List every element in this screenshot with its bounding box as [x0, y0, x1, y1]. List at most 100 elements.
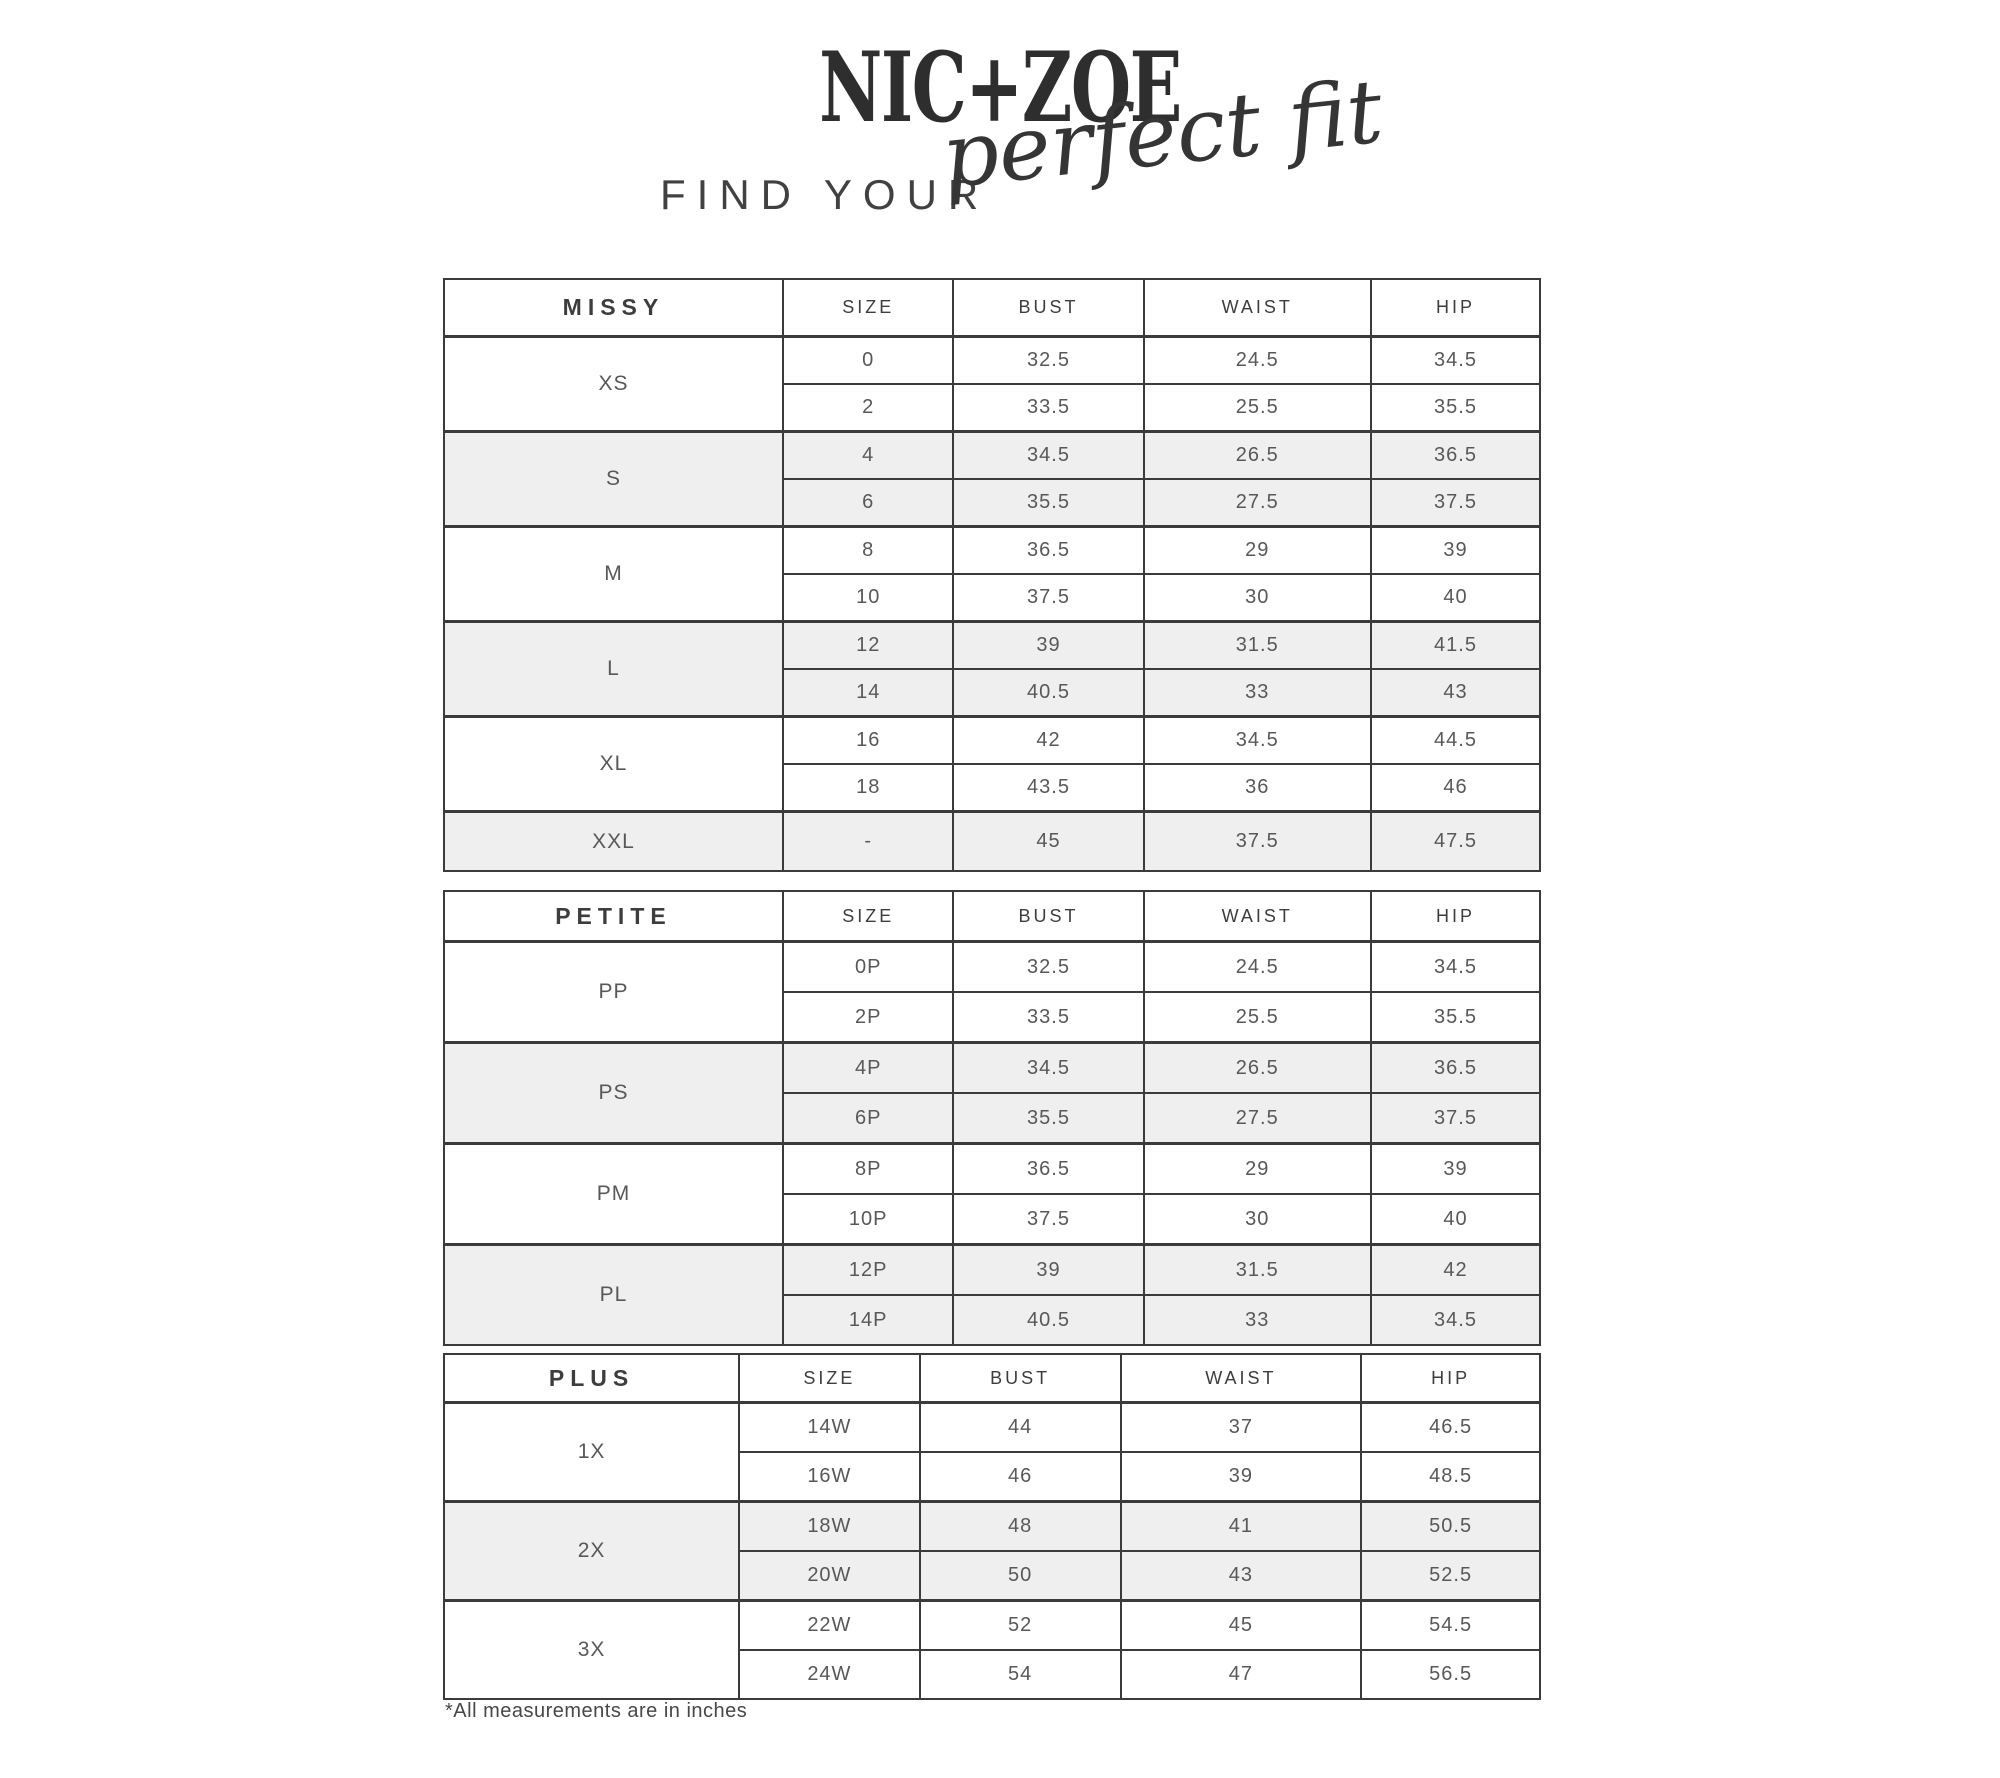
measurement-cell: 37.5: [952, 575, 1142, 620]
table-row: 14 40.5 33 43: [783, 668, 1539, 715]
size-group: PL 12P 39 31.5 42 14P 40.5 33 34.5: [445, 1243, 1539, 1344]
table-row: 6P 35.5 27.5 37.5: [783, 1092, 1539, 1142]
measurement-cell: 24.5: [1142, 338, 1370, 383]
measurement-cell: 42: [1369, 1246, 1539, 1294]
group-rows: 12 39 31.5 41.5 14 40.5 33 43: [781, 623, 1539, 715]
measurement-cell: 18: [856, 776, 881, 798]
measurement-cell: 56.5: [1360, 1651, 1539, 1698]
measurement-cell: 29: [1142, 528, 1370, 573]
size-group: PP 0P 32.5 24.5 34.5 2P 33.5 25.5 35.5: [445, 940, 1539, 1041]
group-rows: 8 36.5 29 39 10 37.5 30 40: [781, 528, 1539, 620]
table-row: 2 33.5 25.5 35.5: [783, 383, 1539, 430]
size-group: 2X 18W 48 41 50.5 20W 50 43 52.5: [445, 1500, 1539, 1599]
size-group: XL 16 42 34.5 44.5 18 43.5 36 46: [445, 715, 1539, 810]
measurement-cell: 45: [1119, 1602, 1361, 1649]
measurement-cell: 36.5: [952, 1145, 1142, 1193]
table-row: 22W 52 45 54.5: [740, 1602, 1539, 1649]
table-title: PETITE: [555, 902, 672, 929]
size-group-label: PM: [596, 1182, 631, 1205]
measurement-cell: 0: [862, 349, 875, 371]
size-group: PS 4P 34.5 26.5 36.5 6P 35.5 27.5 37.5: [445, 1041, 1539, 1142]
measurement-cell: 8: [862, 539, 875, 561]
measurement-cell: 18W: [807, 1515, 852, 1537]
table-row: 20W 50 43 52.5: [740, 1550, 1539, 1599]
table-header-row: PLUS SIZE BUST WAIST HIP: [445, 1355, 1539, 1401]
measurement-cell: 10: [856, 586, 881, 608]
size-group: L 12 39 31.5 41.5 14 40.5 33 43: [445, 620, 1539, 715]
measurement-cell: 32.5: [952, 943, 1142, 991]
measurement-cell: 4: [862, 444, 875, 466]
measurement-cell: 33: [1142, 1296, 1370, 1344]
measurement-cell: 25.5: [1142, 993, 1370, 1041]
table-row: 6 35.5 27.5 37.5: [783, 478, 1539, 525]
measurement-cell: 48.5: [1360, 1453, 1539, 1500]
group-rows: 16 42 34.5 44.5 18 43.5 36 46: [781, 718, 1539, 810]
measurement-cell: 37.5: [1142, 813, 1370, 870]
group-rows: 4 34.5 26.5 36.5 6 35.5 27.5 37.5: [781, 433, 1539, 525]
size-group: XXL - 45 37.5 47.5: [445, 810, 1539, 870]
measurement-cell: 12: [856, 634, 881, 656]
table-row: 14P 40.5 33 34.5: [783, 1294, 1539, 1344]
size-table-petite: PETITE SIZE BUST WAIST HIP PP 0P 32.5 24.5 34.5 2P…: [443, 890, 1541, 1346]
measurement-cell: 35.5: [1369, 993, 1539, 1041]
column-header: BUST: [952, 280, 1142, 335]
table-row: 8P 36.5 29 39: [784, 1145, 1539, 1193]
measurement-cell: 43: [1119, 1552, 1361, 1599]
measurements-footnote: *All measurements are in inches: [445, 1700, 748, 1722]
table-row: 12 39 31.5 41.5: [784, 623, 1539, 668]
measurement-cell: 0P: [854, 955, 882, 978]
measurement-cell: 41.5: [1369, 623, 1539, 668]
table-row: 2P 33.5 25.5 35.5: [783, 991, 1539, 1041]
measurement-cell: 36.5: [1369, 1044, 1539, 1092]
measurement-cell: 41: [1119, 1503, 1361, 1550]
group-rows: 12P 39 31.5 42 14P 40.5 33 34.5: [781, 1246, 1539, 1344]
measurement-cell: 14W: [807, 1416, 852, 1438]
measurement-cell: 37.5: [952, 1195, 1142, 1243]
size-table-plus: PLUS SIZE BUST WAIST HIP 1X 14W 44 37 46.5 16W 46 39…: [443, 1353, 1541, 1700]
measurement-cell: 44: [918, 1404, 1120, 1451]
table-row: 0P 32.5 24.5 34.5: [784, 943, 1539, 991]
table-row: 10 37.5 30 40: [783, 573, 1539, 620]
group-rows: 22W 52 45 54.5 24W 54 47 56.5: [738, 1602, 1539, 1698]
measurement-cell: 16W: [807, 1465, 852, 1487]
group-rows: 18W 48 41 50.5 20W 50 43 52.5: [738, 1503, 1539, 1599]
group-rows: 8P 36.5 29 39 10P 37.5 30 40: [781, 1145, 1539, 1243]
measurement-cell: 37.5: [1369, 480, 1539, 525]
measurement-cell: 52: [918, 1602, 1120, 1649]
measurement-cell: 26.5: [1142, 433, 1370, 478]
size-group-label: S: [605, 467, 621, 490]
size-group-label: XS: [598, 372, 629, 395]
size-group: S 4 34.5 26.5 36.5 6 35.5 27.5 37.5: [445, 430, 1539, 525]
measurement-cell: 31.5: [1142, 1246, 1370, 1294]
measurement-cell: 52.5: [1360, 1552, 1539, 1599]
measurement-cell: 30: [1142, 575, 1370, 620]
measurement-cell: 2P: [854, 1005, 882, 1028]
size-group: XS 0 32.5 24.5 34.5 2 33.5 25.5 35.5: [445, 335, 1539, 430]
measurement-cell: 2: [862, 396, 875, 418]
measurement-cell: 40: [1369, 575, 1539, 620]
measurement-cell: 37: [1119, 1404, 1361, 1451]
measurement-cell: 35.5: [952, 1094, 1142, 1142]
measurement-cell: 47: [1119, 1651, 1361, 1698]
measurement-cell: 32.5: [952, 338, 1142, 383]
table-row: 4P 34.5 26.5 36.5: [784, 1044, 1539, 1092]
measurement-cell: 34.5: [1369, 1296, 1539, 1344]
measurement-cell: 47.5: [1369, 813, 1539, 870]
measurement-cell: 22W: [807, 1614, 852, 1636]
column-header: SIZE: [781, 280, 953, 335]
table-row: 16 42 34.5 44.5: [784, 718, 1539, 763]
measurement-cell: 6P: [854, 1106, 882, 1129]
group-rows: 14W 44 37 46.5 16W 46 39 48.5: [738, 1404, 1539, 1500]
measurement-cell: 34.5: [952, 433, 1142, 478]
table-row: 10P 37.5 30 40: [783, 1193, 1539, 1243]
measurement-cell: 37.5: [1369, 1094, 1539, 1142]
size-group-label: L: [607, 657, 620, 680]
group-rows: - 45 37.5 47.5: [781, 813, 1539, 870]
column-header: BUST: [918, 1355, 1120, 1401]
measurement-cell: 30: [1142, 1195, 1370, 1243]
measurement-cell: 10P: [848, 1207, 888, 1230]
measurement-cell: 34.5: [1142, 718, 1370, 763]
table-header-row: MISSY SIZE BUST WAIST HIP: [445, 280, 1539, 335]
table-header-row: PETITE SIZE BUST WAIST HIP: [445, 892, 1539, 940]
measurement-cell: 25.5: [1142, 385, 1370, 430]
